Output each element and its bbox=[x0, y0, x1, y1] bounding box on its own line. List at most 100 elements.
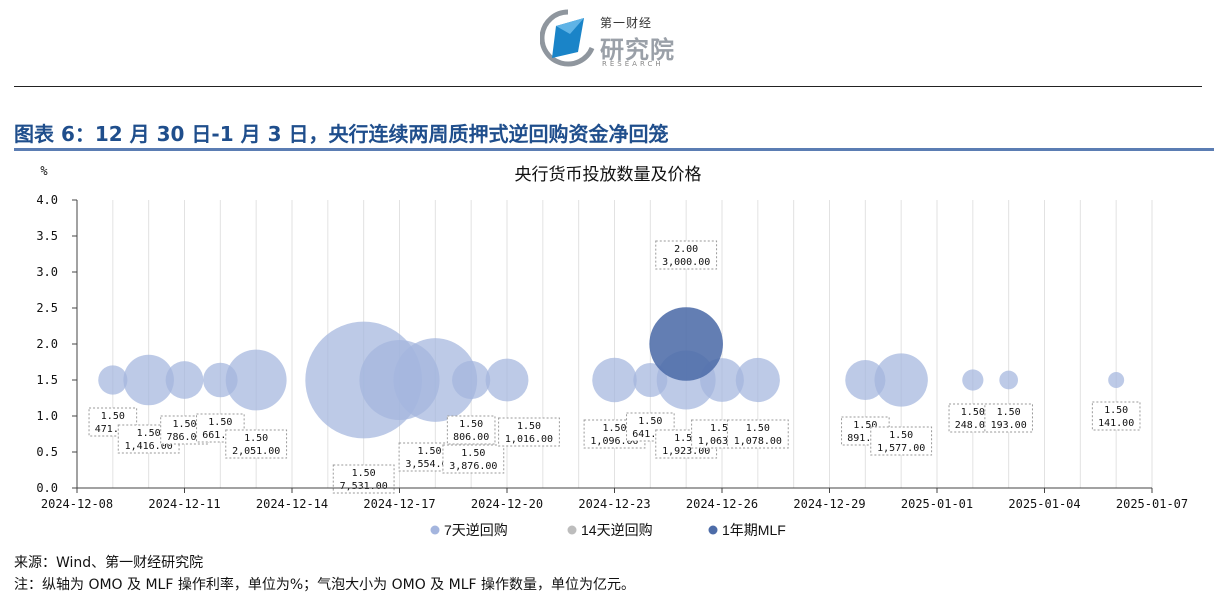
omo-bubble bbox=[165, 361, 204, 399]
data-label-rate: 1.50 bbox=[1104, 405, 1128, 416]
data-label-amount: 1,016.00 bbox=[505, 434, 553, 445]
logo-mark-icon bbox=[540, 9, 595, 67]
legend-marker bbox=[708, 525, 718, 535]
axes: 0.0 0.5 1.0 1.5 2.0 2.5 3.0 3.5 4.0 2024-12-08 202… bbox=[36, 193, 1188, 511]
data-label-rate: 1.50 bbox=[710, 423, 734, 434]
data-label-amount: 786.00 bbox=[166, 432, 202, 443]
data-label-amount: 2,051.00 bbox=[232, 446, 280, 457]
data-label-box bbox=[870, 426, 933, 456]
data-label-amount: 3,000.00 bbox=[662, 257, 710, 268]
x-tick-label: 2025-01-04 bbox=[1008, 497, 1080, 511]
data-label-amount: 661.00 bbox=[202, 430, 238, 441]
data-label-rate: 1.50 bbox=[638, 416, 662, 427]
x-tick-label: 2024-12-29 bbox=[793, 497, 865, 511]
y-tick-label: 0.0 bbox=[36, 481, 58, 495]
data-label-rate: 1.50 bbox=[172, 419, 196, 430]
data-label-box bbox=[984, 403, 1033, 433]
y-tick-label: 4.0 bbox=[36, 193, 58, 207]
bubble-layer bbox=[98, 307, 1125, 439]
y-axis-unit: % bbox=[40, 164, 48, 178]
legend-label: 1年期MLF bbox=[722, 522, 786, 538]
chart-title: 央行货币投放数量及价格 bbox=[515, 165, 702, 184]
omo-bubble bbox=[225, 349, 287, 411]
data-label-amount: 471.00 bbox=[95, 424, 131, 435]
omo-bubble bbox=[1108, 372, 1125, 388]
legend: 7天逆回购 14天逆回购 1年期MLF bbox=[430, 522, 786, 538]
data-label-rate: 1.50 bbox=[461, 448, 485, 459]
omo-bubble bbox=[845, 359, 886, 401]
data-label-amount: 1,096.00 bbox=[590, 436, 638, 447]
data-label-amount: 891.00 bbox=[847, 433, 883, 444]
data-label-amount: 141.00 bbox=[1098, 418, 1134, 429]
logo-small-text: 第一财经 bbox=[600, 16, 653, 30]
omo-bubble bbox=[592, 357, 637, 403]
omo-bubble bbox=[98, 365, 128, 395]
data-label-box bbox=[442, 444, 505, 474]
y-tick-label: 0.5 bbox=[36, 445, 58, 459]
data-label-amount: 641.00 bbox=[632, 429, 668, 440]
omo-bubble bbox=[962, 369, 984, 391]
omo-bubble bbox=[874, 353, 928, 407]
data-label-amount: 1,063.00 bbox=[698, 436, 746, 447]
x-tick-label: 2024-12-20 bbox=[471, 497, 543, 511]
data-label-box bbox=[1091, 401, 1141, 431]
data-label-box bbox=[726, 419, 789, 449]
data-label-rate: 1.50 bbox=[208, 417, 232, 428]
footnote: 注：纵轴为 OMO 及 MLF 操作利率，单位为%；气泡大小为 OMO 及 ML… bbox=[14, 577, 636, 593]
x-tick-label: 2024-12-11 bbox=[148, 497, 220, 511]
data-label-amount: 1,416.00 bbox=[125, 441, 173, 452]
data-label-amount: 3,876.00 bbox=[449, 461, 497, 472]
figure-title: 图表 6：12 月 30 日-1 月 3 日，央行连续两周质押式逆回购资金净回笼 bbox=[14, 122, 669, 146]
legend-marker bbox=[430, 525, 440, 535]
y-tick-label: 1.0 bbox=[36, 409, 58, 423]
data-label-layer: 1.50 471.00 1.50 1,416.00 1.50 786.00 1.50 661.… bbox=[88, 240, 1141, 494]
y-tick-label: 2.5 bbox=[36, 301, 58, 315]
logo-main-text: 研究院 bbox=[600, 36, 675, 64]
data-label-rate: 1.50 bbox=[602, 423, 626, 434]
data-label-rate: 1.50 bbox=[674, 433, 698, 444]
x-tick-label: 2024-12-23 bbox=[578, 497, 650, 511]
logo: 第一财经 研究院 RESEARCH bbox=[540, 8, 700, 72]
data-label-amount: 248.00 bbox=[955, 420, 991, 431]
data-label-box bbox=[225, 429, 288, 459]
y-tick-label: 2.0 bbox=[36, 337, 58, 351]
omo-bubble bbox=[452, 360, 491, 400]
title-rule bbox=[14, 148, 1214, 151]
omo-bubble bbox=[485, 358, 529, 402]
y-tick-label: 3.0 bbox=[36, 265, 58, 279]
data-label-rate: 1.50 bbox=[746, 423, 770, 434]
legend-label: 7天逆回购 bbox=[444, 522, 508, 538]
data-label-rate: 1.50 bbox=[244, 433, 268, 444]
data-label-rate: 1.50 bbox=[417, 446, 441, 457]
x-tick-label: 2024-12-26 bbox=[686, 497, 758, 511]
data-label-rate: 1.50 bbox=[352, 468, 376, 479]
data-label-rate: 1.50 bbox=[853, 420, 877, 431]
omo-bubble bbox=[123, 354, 174, 406]
logo-sub-text: RESEARCH bbox=[602, 60, 664, 68]
data-label-box bbox=[655, 240, 718, 270]
x-tick-label: 2024-12-08 bbox=[41, 497, 113, 511]
data-label-rate: 1.50 bbox=[101, 411, 125, 422]
source-note: 来源：Wind、第一财经研究院 bbox=[14, 555, 204, 571]
data-label-amount: 806.00 bbox=[453, 432, 489, 443]
y-tick-label: 3.5 bbox=[36, 229, 58, 243]
footer: 来源：Wind、第一财经研究院 注：纵轴为 OMO 及 MLF 操作利率，单位为… bbox=[14, 552, 635, 596]
header-rule bbox=[14, 86, 1202, 87]
x-tick-label: 2024-12-17 bbox=[363, 497, 435, 511]
omo-bubble bbox=[999, 370, 1019, 390]
data-label-amount: 7,531.00 bbox=[340, 481, 388, 492]
data-label-amount: 1,577.00 bbox=[877, 443, 925, 454]
x-tick-label: 2025-01-07 bbox=[1116, 497, 1188, 511]
data-label-amount: 193.00 bbox=[991, 420, 1027, 431]
report-header: 第一财经 研究院 RESEARCH bbox=[0, 0, 1216, 88]
legend-marker bbox=[567, 525, 577, 535]
data-label-amount: 1,923.00 bbox=[662, 446, 710, 457]
data-label-rate: 1.50 bbox=[961, 407, 985, 418]
x-tick-label: 2024-12-14 bbox=[256, 497, 328, 511]
omo-bubble bbox=[393, 338, 478, 422]
data-label-rate: 1.50 bbox=[997, 407, 1021, 418]
data-label-box bbox=[498, 417, 560, 447]
legend-label: 14天逆回购 bbox=[581, 522, 653, 538]
data-label-rate: 1.50 bbox=[889, 430, 913, 441]
data-label-rate: 1.50 bbox=[459, 419, 483, 430]
